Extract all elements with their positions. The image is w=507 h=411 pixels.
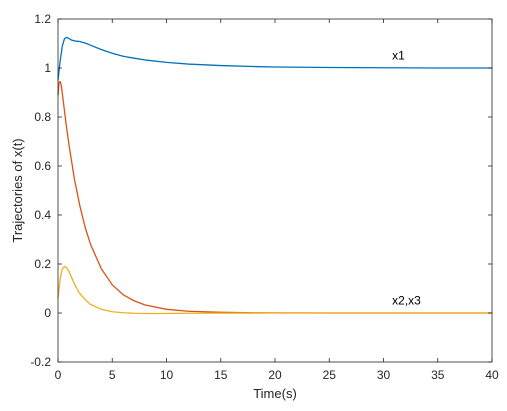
x-tick-label: 30 bbox=[377, 368, 391, 382]
x-tick-label: 0 bbox=[55, 368, 62, 382]
series-annotation-2: x2,x3 bbox=[392, 293, 421, 307]
x-axis-label: Time(s) bbox=[253, 386, 297, 401]
y-tick-label: 1.2 bbox=[34, 12, 51, 26]
x-tick-label: 10 bbox=[160, 368, 174, 382]
plot-box bbox=[57, 18, 493, 363]
y-axis-label: Trajectories of x(t) bbox=[10, 138, 25, 242]
y-tick-label: 0.4 bbox=[34, 208, 51, 222]
x-tick-label: 40 bbox=[485, 368, 499, 382]
series-annotation-1: x1 bbox=[392, 48, 405, 62]
x-tick-label: 15 bbox=[214, 368, 228, 382]
x-tick-label: 25 bbox=[323, 368, 337, 382]
y-tick-label: -0.2 bbox=[30, 355, 51, 369]
y-tick-labels: -0.2 0 0.2 0.4 0.6 0.8 1 1.2 bbox=[30, 12, 51, 369]
y-tick-label: 0.8 bbox=[34, 110, 51, 124]
y-tick-label: 1 bbox=[44, 61, 51, 75]
x-tick-label: 35 bbox=[431, 368, 445, 382]
series-layer bbox=[57, 36, 493, 315]
series-line-1 bbox=[57, 36, 493, 81]
y-tick-label: 0.6 bbox=[34, 159, 51, 173]
x-tick-label: 20 bbox=[268, 368, 282, 382]
y-tick-label: 0.2 bbox=[34, 257, 51, 271]
annotation-layer: x1 x2,x3 bbox=[392, 48, 421, 307]
series-line-3 bbox=[57, 265, 493, 315]
x-tick-labels: 0 5 10 15 20 25 30 35 40 bbox=[55, 368, 499, 382]
x-tick-label: 5 bbox=[109, 368, 116, 382]
plot-background bbox=[58, 19, 492, 362]
y-tick-label: 0 bbox=[44, 306, 51, 320]
